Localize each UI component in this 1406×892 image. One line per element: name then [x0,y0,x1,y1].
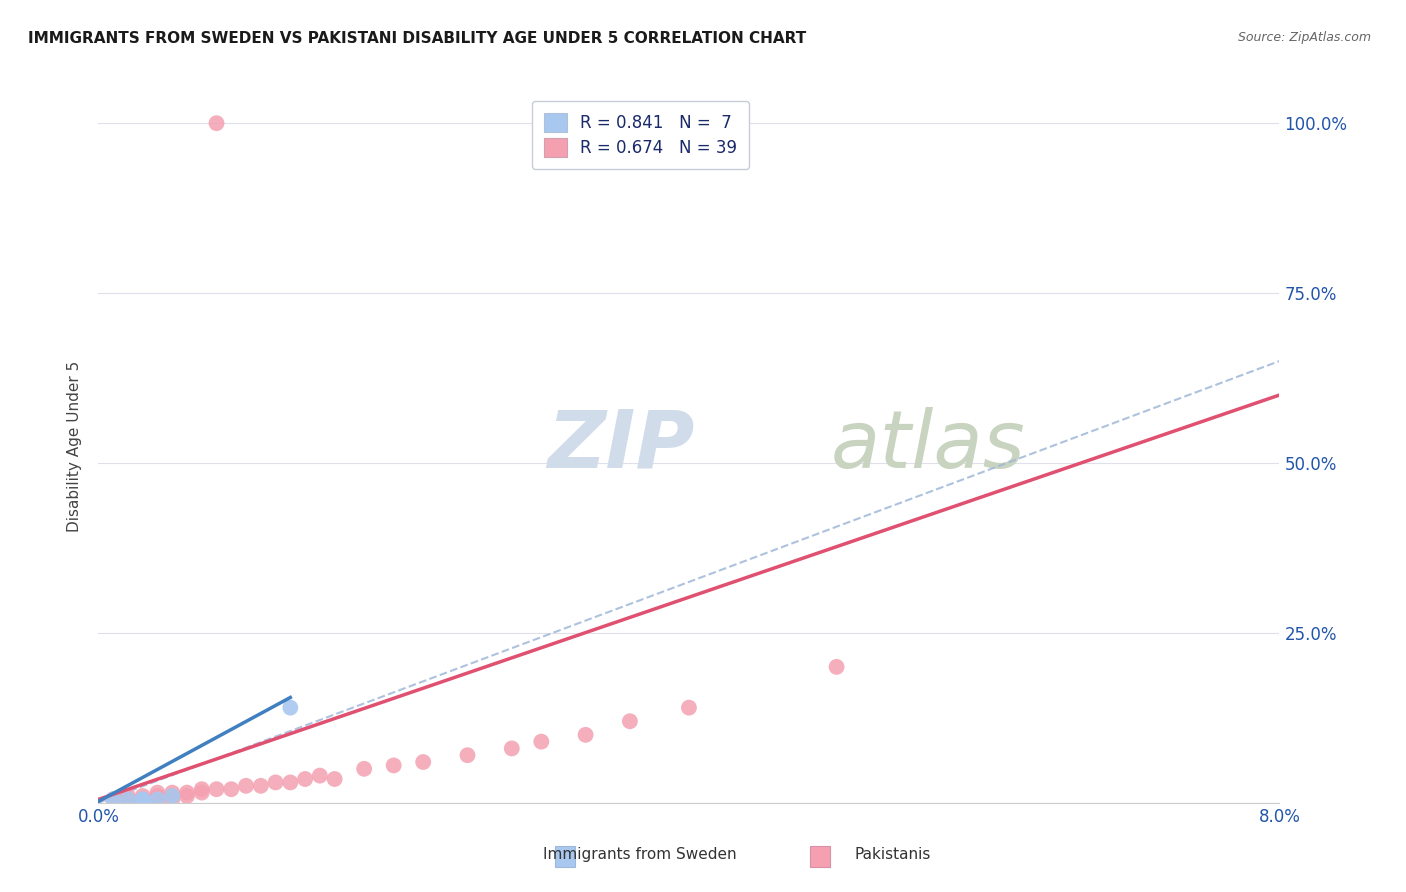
Point [574,728,596,742]
Text: Pakistanis: Pakistanis [855,847,931,862]
Point [382,758,405,772]
Point [132,792,155,806]
Point [146,792,169,806]
Point [162,789,183,803]
Point [264,775,287,789]
Point [117,789,139,803]
Point [323,772,346,786]
Point [278,775,302,789]
Point [678,700,700,714]
Point [412,755,434,769]
Point [530,734,553,748]
Point [117,792,139,806]
Point [132,792,155,806]
Point [294,772,316,786]
Text: atlas: atlas [831,407,1025,485]
Point [146,786,169,800]
Point [308,769,332,783]
Legend: R = 0.841   N =  7, R = 0.674   N = 39: R = 0.841 N = 7, R = 0.674 N = 39 [531,101,749,169]
Point [353,762,375,776]
Text: Immigrants from Sweden: Immigrants from Sweden [543,847,737,862]
Point [146,792,169,806]
Point [103,792,125,806]
Point [825,660,848,674]
Point [191,782,214,797]
Point [176,786,198,800]
Point [162,789,183,803]
Point [162,792,183,806]
Point [103,792,125,806]
Point [117,792,139,806]
Point [205,782,228,797]
Point [235,779,257,793]
Point [205,116,228,130]
Text: IMMIGRANTS FROM SWEDEN VS PAKISTANI DISABILITY AGE UNDER 5 CORRELATION CHART: IMMIGRANTS FROM SWEDEN VS PAKISTANI DISA… [28,31,807,46]
Point [456,748,478,763]
Point [162,786,183,800]
Point [117,792,139,806]
Point [146,792,169,806]
Point [132,789,155,803]
Point [219,782,242,797]
Point [250,779,273,793]
Y-axis label: Disability Age Under 5: Disability Age Under 5 [67,360,83,532]
Point [619,714,641,729]
Point [278,700,302,714]
Point [176,789,198,803]
Point [132,792,155,806]
Point [146,789,169,803]
Point [132,792,155,806]
Point [501,741,523,756]
Point [103,792,125,806]
Text: ZIP: ZIP [547,407,695,485]
Point [191,786,214,800]
Text: Source: ZipAtlas.com: Source: ZipAtlas.com [1237,31,1371,45]
